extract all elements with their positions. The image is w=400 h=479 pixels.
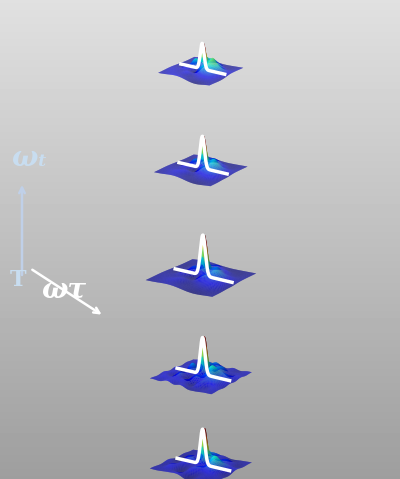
Text: T: T xyxy=(10,269,26,291)
Text: ωₜ: ωₜ xyxy=(12,146,48,172)
Text: ωτ: ωτ xyxy=(42,276,86,303)
